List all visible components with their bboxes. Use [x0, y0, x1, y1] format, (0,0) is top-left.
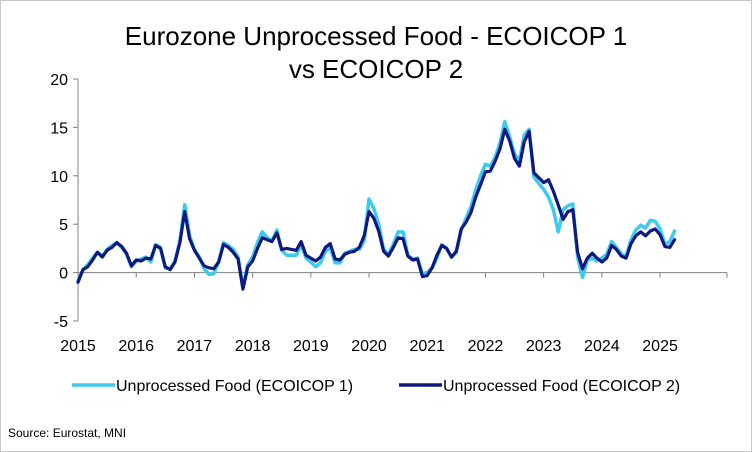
y-tick-label: 10 [50, 169, 68, 186]
chart-title-line-2: vs ECOICOP 2 [289, 54, 463, 84]
series-line-2 [76, 127, 677, 291]
x-tick-label: 2022 [468, 338, 504, 355]
x-tick-label: 2020 [351, 338, 387, 355]
chart-title-line-1: Eurozone Unprocessed Food - ECOICOP 1 [125, 21, 627, 51]
x-tick-label: 2018 [235, 338, 271, 355]
x-tick-label: 2023 [526, 338, 562, 355]
x-tick-label: 2016 [118, 338, 154, 355]
x-tick-label: 2019 [293, 338, 329, 355]
x-axis: 2015 2016 2017 2018 2019 2020 2021 2022 2023 2024… [60, 272, 728, 355]
x-tick-label: 2021 [409, 338, 445, 355]
y-tick-label: 20 [50, 72, 68, 89]
y-tick-label: 5 [59, 217, 68, 234]
plot-lines [76, 119, 677, 291]
y-axis: -5 0 5 10 15 20 [50, 72, 79, 331]
source-note: Source: Eurostat, MNI [8, 426, 127, 440]
y-tick-label: 0 [59, 266, 68, 283]
x-tick-label: 2024 [584, 338, 620, 355]
x-tick-label: 2017 [177, 338, 213, 355]
x-tick-label: 2025 [642, 338, 678, 355]
y-tick-label: -5 [54, 314, 68, 331]
legend-label-1: Unprocessed Food (ECOICOP 1) [116, 378, 353, 395]
y-tick-label: 15 [50, 120, 68, 137]
legend: Unprocessed Food (ECOICOP 1) Unprocessed … [72, 378, 680, 395]
legend-label-2: Unprocessed Food (ECOICOP 2) [443, 378, 680, 395]
x-tick-label: 2015 [60, 338, 96, 355]
